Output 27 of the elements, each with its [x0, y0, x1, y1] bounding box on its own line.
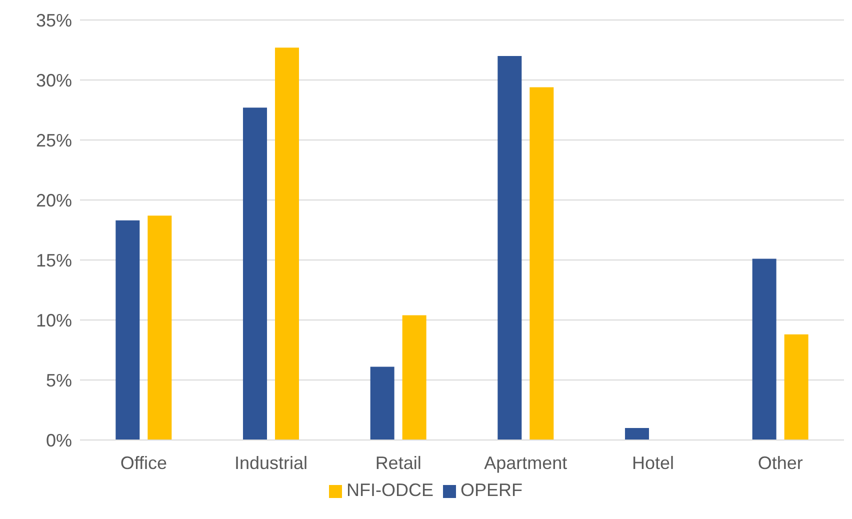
x-tick-label: Hotel	[632, 452, 674, 473]
bar	[752, 258, 776, 440]
bar	[242, 108, 267, 440]
bar	[370, 366, 394, 440]
bar	[498, 56, 522, 440]
bar	[148, 216, 172, 440]
x-tick-label: Office	[120, 452, 168, 473]
legend-label: NFI-ODCE	[346, 480, 434, 500]
bar	[784, 334, 808, 440]
y-tick-label: 25%	[36, 130, 72, 150]
y-tick-label: 5%	[46, 370, 72, 390]
bar	[274, 48, 299, 440]
bar	[116, 220, 140, 440]
x-tick-label: Industrial	[234, 452, 308, 473]
legend-label: OPERF	[460, 480, 522, 500]
y-tick-label: 10%	[36, 310, 72, 330]
bar	[624, 428, 649, 440]
y-tick-label: 30%	[36, 70, 72, 90]
bar	[402, 315, 426, 440]
y-tick-label: 0%	[46, 430, 72, 450]
bar	[530, 87, 554, 440]
y-tick-label: 20%	[36, 190, 72, 210]
x-tick-label: Other	[758, 452, 803, 473]
y-tick-label: 35%	[36, 10, 72, 30]
y-tick-label: 15%	[36, 250, 72, 270]
x-tick-label: Apartment	[484, 452, 568, 473]
x-tick-label: Retail	[375, 452, 422, 473]
